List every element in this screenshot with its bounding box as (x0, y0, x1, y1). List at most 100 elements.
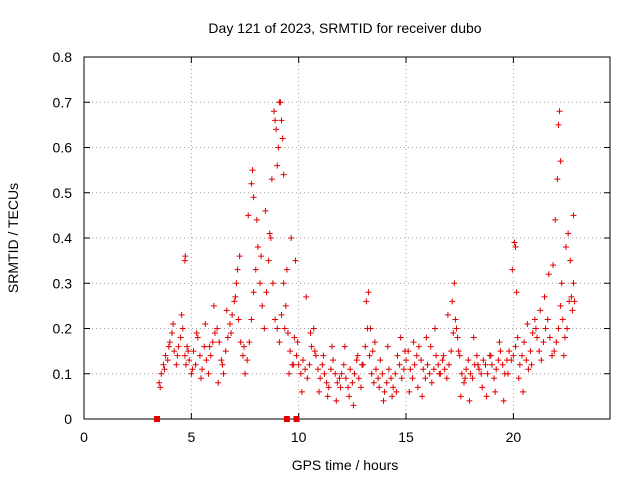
data-point (443, 375, 450, 382)
data-point (240, 343, 247, 350)
data-point (357, 384, 364, 391)
data-point (166, 339, 173, 346)
data-point (385, 366, 392, 373)
data-point (455, 348, 462, 355)
data-point (222, 348, 229, 355)
y-tick-label: 0.5 (53, 185, 73, 201)
data-point (473, 352, 480, 359)
data-point (505, 370, 512, 377)
data-point (184, 343, 191, 350)
data-point (333, 397, 340, 404)
data-point (277, 99, 284, 106)
data-point (198, 375, 205, 382)
data-point (495, 357, 502, 364)
data-point (512, 244, 519, 251)
data-point (265, 257, 272, 264)
data-point (271, 108, 278, 115)
data-point (259, 302, 266, 309)
gap-marker (153, 416, 160, 422)
data-point (450, 330, 457, 337)
data-point (224, 334, 231, 341)
data-point (487, 352, 494, 359)
data-point (175, 343, 182, 350)
data-point (273, 126, 280, 133)
data-point (377, 357, 384, 364)
y-tick-label: 0.1 (53, 366, 73, 382)
y-tick-label: 0.8 (53, 49, 73, 65)
data-point (445, 361, 452, 368)
data-point (491, 375, 498, 382)
data-point (334, 379, 341, 386)
data-point (570, 280, 577, 287)
data-point (435, 361, 442, 368)
data-point (506, 348, 513, 355)
data-point (324, 393, 331, 400)
data-point (287, 348, 294, 355)
data-point (559, 316, 566, 323)
data-point (419, 393, 426, 400)
data-point (237, 339, 244, 346)
data-point (232, 293, 239, 300)
data-point (281, 325, 288, 332)
x-tick-label: 20 (506, 429, 522, 445)
data-point (280, 280, 287, 287)
data-point (381, 388, 388, 395)
data-point (441, 366, 448, 373)
data-point (228, 330, 235, 337)
data-point (179, 325, 186, 332)
data-point (316, 388, 323, 395)
data-point (302, 366, 309, 373)
data-point (570, 212, 577, 219)
data-point (571, 298, 578, 305)
data-point (355, 375, 362, 382)
data-point (372, 366, 379, 373)
data-point (448, 348, 455, 355)
data-point (220, 370, 227, 377)
data-point (170, 320, 177, 327)
data-point (347, 366, 354, 373)
data-point (272, 117, 279, 124)
data-point (420, 366, 427, 373)
data-point (488, 361, 495, 368)
data-point (396, 361, 403, 368)
data-point (439, 357, 446, 364)
data-point (194, 334, 201, 341)
data-point (234, 266, 241, 273)
data-point (512, 343, 519, 350)
data-point (521, 339, 528, 346)
data-point (246, 339, 253, 346)
x-tick-label: 0 (80, 429, 88, 445)
data-point (410, 339, 417, 346)
data-point (350, 402, 357, 409)
data-point (413, 352, 420, 359)
data-point (542, 325, 549, 332)
data-point (492, 388, 499, 395)
data-point (478, 370, 485, 377)
data-point (298, 388, 305, 395)
data-point (461, 379, 468, 386)
data-point (567, 257, 574, 264)
data-point (520, 388, 527, 395)
data-point (538, 357, 545, 364)
data-point (173, 361, 180, 368)
data-point (371, 339, 378, 346)
data-point (171, 348, 178, 355)
data-point (556, 108, 563, 115)
data-point (401, 348, 408, 355)
x-axis-label: GPS time / hours (292, 457, 399, 473)
data-point (286, 370, 293, 377)
data-point (315, 366, 322, 373)
data-point (278, 117, 285, 124)
y-tick-label: 0 (64, 411, 72, 427)
data-point (274, 325, 281, 332)
data-point (229, 311, 236, 318)
data-point (430, 366, 437, 373)
data-point (564, 325, 571, 332)
y-tick-label: 0.7 (53, 94, 73, 110)
data-point (480, 357, 487, 364)
data-point (544, 316, 551, 323)
x-tick-label: 5 (187, 429, 195, 445)
data-point (186, 357, 193, 364)
data-point (214, 325, 221, 332)
data-point (411, 361, 418, 368)
